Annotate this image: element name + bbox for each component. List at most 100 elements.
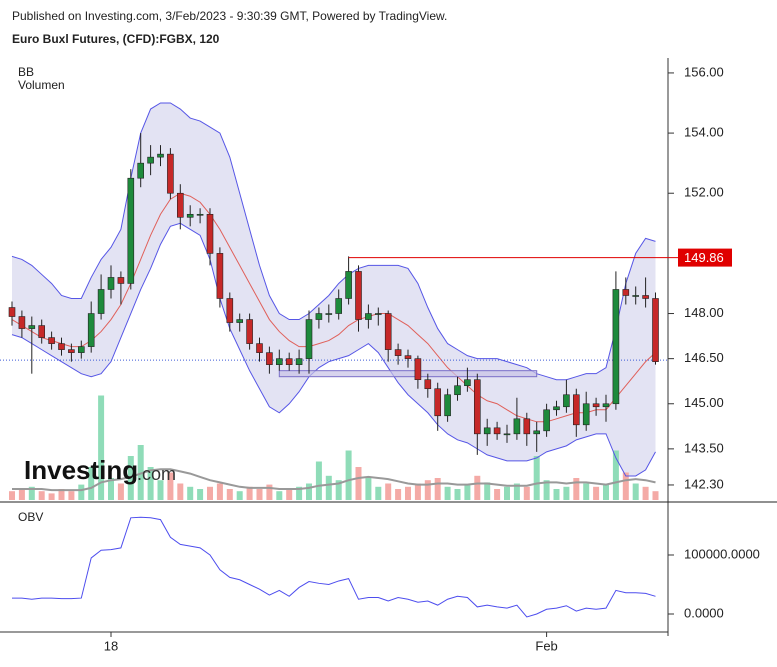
watermark-brand: Investing: [24, 455, 138, 485]
instrument-title: Euro Buxl Futures, (CFD):FGBX, 120: [12, 32, 220, 46]
candle-body: [157, 153, 164, 158]
volume-bar: [632, 483, 639, 500]
volume-label: Volumen: [18, 78, 65, 92]
candle-body: [553, 406, 560, 411]
y-tick-label: 142.30: [684, 476, 724, 491]
volume-bar: [18, 489, 25, 500]
volume-bar: [147, 467, 154, 500]
volume-bar: [108, 478, 114, 500]
candle-body: [295, 358, 303, 365]
volume-bar: [167, 472, 174, 500]
volume-bar: [207, 486, 213, 500]
candle-body: [38, 325, 46, 338]
volume-bar: [226, 489, 233, 500]
candle-body: [177, 192, 184, 218]
candle-body: [533, 430, 541, 435]
candle-body: [592, 403, 600, 408]
volume-bar: [266, 484, 273, 500]
candle-body: [117, 277, 125, 284]
y-tick-label: 0.0000: [684, 605, 724, 620]
candle-body: [464, 379, 471, 387]
bollinger-band-line: [11, 102, 656, 381]
candle-body: [523, 418, 531, 435]
volume-bar: [573, 478, 580, 500]
candle-body: [285, 358, 293, 365]
candle-body: [137, 162, 144, 179]
volume-bar: [484, 482, 491, 500]
volume-bar: [325, 475, 332, 500]
candle-body: [305, 319, 313, 359]
volume-bar: [286, 489, 293, 500]
candle-body: [226, 298, 234, 323]
candle-body: [642, 295, 649, 299]
obv-line: [12, 516, 656, 618]
candle-body: [582, 403, 590, 426]
volume-bar: [335, 480, 342, 500]
watermark-suffix: .com: [137, 464, 176, 484]
candle-body: [404, 355, 412, 359]
volume-bar: [137, 445, 144, 500]
candle-body: [424, 379, 432, 390]
candle-body: [18, 316, 26, 329]
volume-bar: [256, 489, 263, 500]
candle-body: [325, 313, 333, 315]
candle-body: [147, 156, 154, 164]
candle-body: [602, 403, 610, 408]
volume-bar: [395, 489, 402, 500]
candle-body: [414, 358, 422, 380]
volume-bar: [315, 461, 322, 500]
candle-body: [246, 319, 253, 344]
volume-ma-line: [12, 468, 656, 492]
volume-bar: [9, 491, 15, 500]
candle-body: [87, 313, 95, 347]
candle-body: [374, 313, 382, 315]
volume-bar: [405, 486, 411, 500]
volume-bar: [98, 395, 105, 500]
candle-body: [28, 325, 36, 329]
volume-bar: [543, 480, 550, 500]
y-tick-label: 143.50: [684, 440, 724, 455]
volume-bar: [68, 491, 75, 500]
volume-bar: [424, 480, 431, 500]
volume-bar: [78, 484, 85, 500]
volume-bar: [513, 483, 520, 500]
candle-body: [434, 388, 442, 417]
candle-body: [394, 349, 402, 356]
volume-bar: [612, 450, 619, 500]
candle-body: [48, 337, 55, 344]
volume-bar: [276, 491, 283, 500]
candle-body: [256, 343, 263, 353]
volume-bar: [375, 486, 382, 500]
volume-bar: [434, 478, 441, 500]
y-tick-label: 148.00: [684, 305, 724, 320]
volume-bar: [464, 484, 471, 500]
candle-body: [572, 394, 580, 426]
candle-body: [513, 418, 521, 435]
volume-bar: [117, 483, 124, 500]
volume-bar: [177, 483, 184, 500]
volume-bar: [454, 489, 461, 500]
volume-bar: [444, 486, 451, 500]
volume-bar: [365, 478, 372, 500]
candle-body: [503, 433, 511, 436]
price-zone: [278, 370, 538, 378]
y-tick-label: 145.00: [684, 395, 724, 410]
candle-body: [107, 277, 115, 290]
candle-body: [8, 307, 16, 317]
candle-body: [97, 289, 105, 314]
volume-bar: [216, 483, 223, 500]
candle-body: [483, 427, 491, 435]
volume-bar: [385, 483, 392, 500]
y-tick-label: 100000.0000: [684, 546, 760, 561]
volume-bar: [345, 450, 352, 500]
y-tick-label: 156.00: [684, 64, 724, 79]
volume-bar: [523, 486, 530, 500]
candle-body: [543, 409, 550, 432]
volume-bar: [88, 467, 95, 500]
volume-bar: [533, 456, 540, 500]
candle-body: [78, 346, 85, 353]
volume-bar: [38, 491, 45, 500]
candle-body: [216, 253, 224, 299]
candle-body: [206, 213, 214, 254]
candle-body: [186, 213, 194, 218]
